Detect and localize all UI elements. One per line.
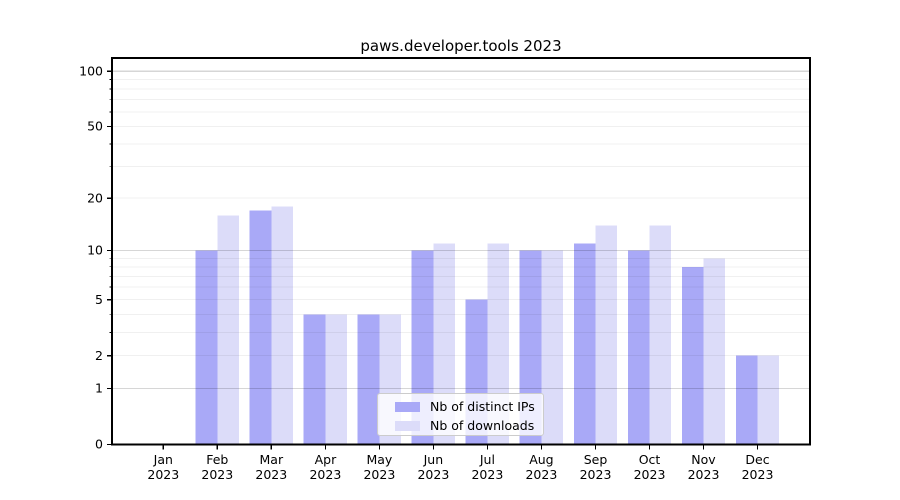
x-tick-label-year: 2023 bbox=[417, 467, 449, 482]
y-tick-label: 5 bbox=[95, 292, 103, 307]
x-tick-label-month: Sep bbox=[584, 452, 608, 467]
bar bbox=[357, 314, 380, 445]
x-tick-label-month: May bbox=[366, 452, 392, 467]
bar bbox=[757, 355, 780, 445]
bar bbox=[541, 250, 564, 445]
bar bbox=[595, 225, 618, 445]
downloads-swatch bbox=[395, 420, 420, 431]
x-tick-label-year: 2023 bbox=[471, 467, 503, 482]
x-tick-label-month: Jun bbox=[423, 452, 444, 467]
y-tick-label: 1 bbox=[95, 381, 103, 396]
legend-label-downloads: Nb of downloads bbox=[430, 418, 535, 433]
y-tick-label: 50 bbox=[87, 119, 103, 134]
bar bbox=[627, 250, 650, 445]
x-tick-label-month: Oct bbox=[639, 452, 661, 467]
x-tick-label-year: 2023 bbox=[201, 467, 233, 482]
y-tick-label: 100 bbox=[79, 63, 103, 78]
bar bbox=[649, 225, 672, 445]
bar bbox=[735, 355, 758, 445]
x-tick-label-month: Apr bbox=[315, 452, 337, 467]
x-tick-label-month: Jan bbox=[153, 452, 173, 467]
bar bbox=[325, 314, 348, 445]
x-tick-label-month: Feb bbox=[206, 452, 228, 467]
x-tick-label-month: Aug bbox=[529, 452, 553, 467]
legend-item-distinct-ips: Nb of distinct IPs bbox=[378, 397, 543, 416]
x-tick-label-year: 2023 bbox=[147, 467, 179, 482]
bar bbox=[303, 314, 326, 445]
y-tick-label: 20 bbox=[87, 190, 103, 205]
legend-item-downloads: Nb of downloads bbox=[378, 416, 543, 435]
x-tick-label-month: Mar bbox=[260, 452, 284, 467]
x-tick-label-year: 2023 bbox=[634, 467, 666, 482]
x-tick-label-month: Jul bbox=[479, 452, 495, 467]
grid-layer bbox=[112, 70, 810, 389]
x-tick-label-year: 2023 bbox=[525, 467, 557, 482]
bar bbox=[681, 266, 704, 445]
legend-label-distinct-ips: Nb of distinct IPs bbox=[430, 399, 535, 414]
tick-labels-layer: 0125102050100Jan2023Feb2023Mar2023Apr202… bbox=[79, 63, 773, 482]
y-tick-label: 0 bbox=[95, 437, 103, 452]
bar bbox=[249, 210, 272, 445]
y-tick-label: 10 bbox=[87, 243, 103, 258]
x-tick-label-year: 2023 bbox=[255, 467, 287, 482]
x-tick-label-year: 2023 bbox=[580, 467, 612, 482]
plot-border bbox=[111, 57, 811, 446]
distinct-ips-swatch bbox=[395, 401, 420, 412]
bar bbox=[703, 258, 726, 445]
bar bbox=[217, 215, 239, 445]
x-tick-label-year: 2023 bbox=[742, 467, 774, 482]
x-tick-label-month: Nov bbox=[691, 452, 716, 467]
x-tick-label-year: 2023 bbox=[688, 467, 720, 482]
bar bbox=[195, 250, 218, 445]
bar bbox=[573, 243, 596, 445]
axes-layer bbox=[107, 57, 811, 450]
legend: Nb of distinct IPs Nb of downloads bbox=[377, 393, 544, 436]
x-tick-label-year: 2023 bbox=[363, 467, 395, 482]
chart-title: paws.developer.tools 2023 bbox=[360, 37, 561, 55]
y-tick-label: 2 bbox=[95, 348, 103, 363]
x-tick-label-year: 2023 bbox=[309, 467, 341, 482]
x-tick-label-month: Dec bbox=[745, 452, 769, 467]
bar bbox=[271, 206, 293, 445]
